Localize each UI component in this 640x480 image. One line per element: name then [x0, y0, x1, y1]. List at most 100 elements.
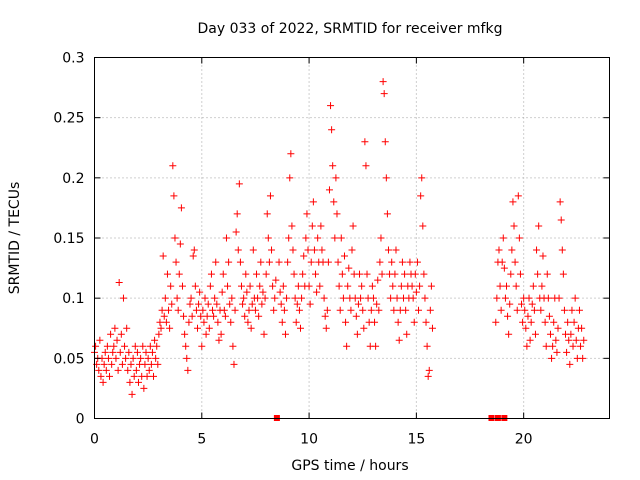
y-tick-label: 0.1	[62, 291, 84, 307]
data-point	[187, 294, 195, 302]
data-point	[546, 330, 554, 338]
data-point	[356, 270, 364, 278]
grid-lines	[94, 57, 610, 419]
data-point	[336, 306, 344, 314]
data-point	[143, 372, 151, 380]
data-point	[243, 288, 251, 296]
data-point	[259, 288, 267, 296]
data-point	[349, 222, 357, 230]
data-point	[113, 336, 121, 344]
data-point	[372, 342, 380, 350]
data-point	[215, 336, 223, 344]
data-point	[269, 282, 277, 290]
data-point	[516, 270, 524, 278]
data-point	[496, 282, 504, 290]
data-point	[220, 306, 228, 314]
data-point	[103, 342, 111, 350]
data-point	[117, 330, 125, 338]
data-point	[542, 342, 550, 350]
data-point	[578, 324, 586, 332]
data-point	[201, 294, 209, 302]
data-point	[388, 258, 396, 266]
data-point	[265, 258, 273, 266]
data-point	[522, 324, 530, 332]
data-point	[523, 342, 531, 350]
data-point	[212, 258, 220, 266]
data-point	[145, 366, 153, 374]
data-point	[108, 360, 116, 368]
data-point	[568, 306, 576, 314]
data-point	[184, 366, 192, 374]
data-point	[258, 300, 266, 308]
data-point	[110, 342, 118, 350]
data-point	[558, 246, 566, 254]
data-point	[344, 282, 352, 290]
data-point	[541, 318, 549, 326]
data-point	[254, 294, 262, 302]
data-point	[121, 342, 129, 350]
data-point	[211, 294, 219, 302]
data-point	[412, 288, 420, 296]
data-point	[237, 282, 245, 290]
data-point	[416, 282, 424, 290]
data-point	[183, 354, 191, 362]
data-point	[310, 246, 318, 254]
y-tick-label: 0.3	[62, 51, 84, 67]
data-point	[422, 318, 430, 326]
data-point	[514, 192, 522, 200]
data-point	[109, 348, 117, 356]
data-point	[360, 324, 368, 332]
data-point	[343, 342, 351, 350]
data-point	[560, 306, 568, 314]
data-point	[298, 294, 306, 302]
data-point	[427, 282, 435, 290]
data-point	[271, 294, 279, 302]
data-point	[147, 360, 155, 368]
data-point	[190, 246, 198, 254]
data-point	[428, 324, 436, 332]
data-point	[525, 294, 533, 302]
data-point	[403, 330, 411, 338]
data-point	[354, 300, 362, 308]
data-point	[518, 300, 526, 308]
data-point	[579, 354, 587, 362]
data-point	[379, 78, 387, 86]
data-point	[424, 372, 432, 380]
data-point	[284, 258, 292, 266]
data-point	[297, 324, 304, 332]
data-point	[116, 348, 124, 356]
data-point	[139, 342, 147, 350]
data-point	[423, 342, 431, 350]
data-point	[180, 312, 188, 320]
data-point	[408, 282, 416, 290]
data-point	[236, 258, 244, 266]
data-point	[285, 234, 293, 242]
data-point	[312, 270, 320, 278]
data-point	[492, 318, 500, 326]
data-point	[218, 288, 226, 296]
data-point	[207, 270, 215, 278]
data-point	[161, 294, 169, 302]
data-point	[510, 222, 518, 230]
data-point	[169, 162, 177, 170]
data-point	[352, 312, 360, 320]
y-tick-label: 0.05	[53, 351, 84, 367]
data-point	[178, 282, 186, 290]
data-point	[504, 312, 512, 320]
data-point	[239, 300, 247, 308]
data-point	[286, 174, 294, 182]
data-point	[353, 330, 361, 338]
data-point	[320, 294, 328, 302]
data-point	[294, 282, 302, 290]
data-point	[309, 198, 317, 206]
data-point	[206, 282, 214, 290]
data-point	[358, 282, 366, 290]
data-point	[122, 354, 130, 362]
data-point	[155, 330, 163, 338]
data-point	[124, 366, 132, 374]
data-point	[305, 282, 313, 290]
data-point	[394, 318, 402, 326]
data-point	[107, 330, 115, 338]
data-point	[526, 336, 534, 344]
data-point	[225, 258, 233, 266]
